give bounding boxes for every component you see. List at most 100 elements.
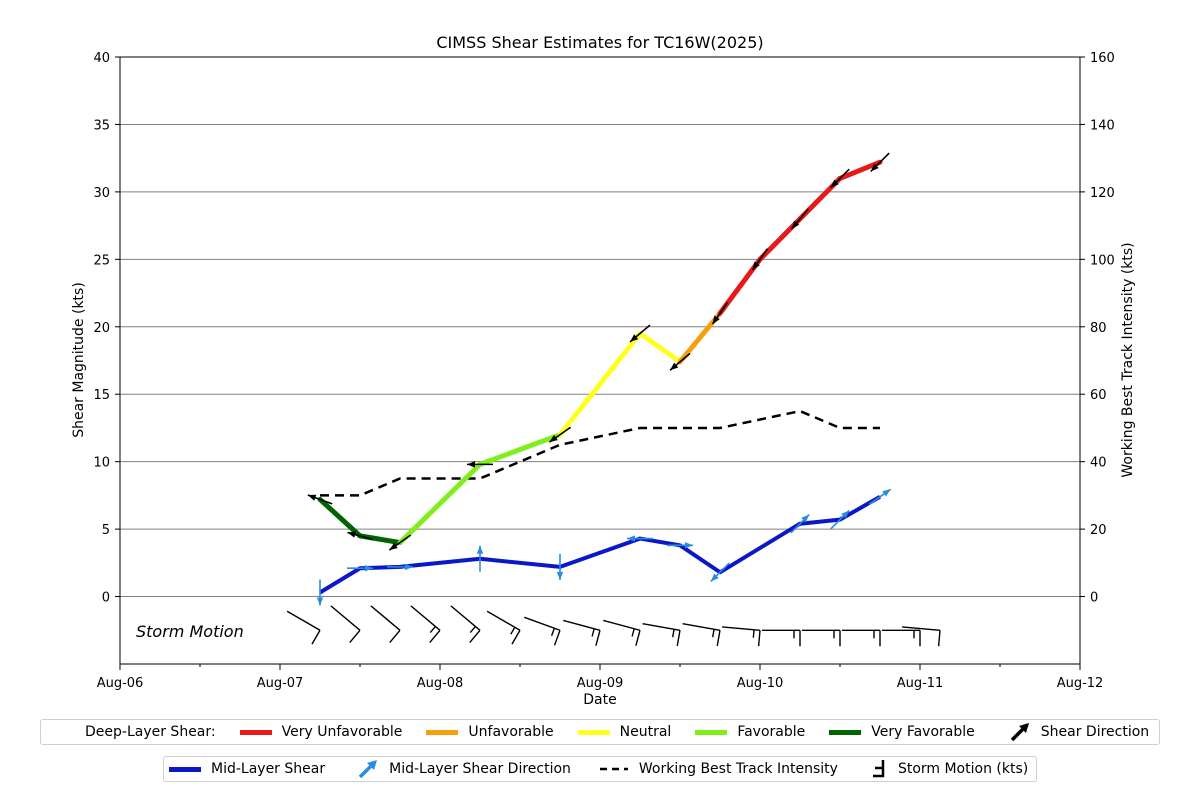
x-tick-label: Aug-10 bbox=[737, 676, 784, 691]
legend-item-very-unfavorable: Very Unfavorable bbox=[239, 724, 403, 740]
deep-layer-segment bbox=[317, 496, 363, 539]
storm-motion-barbs bbox=[286, 605, 941, 647]
intensity-series bbox=[320, 409, 880, 497]
axes: 0 5 10 15 20 25 30 35 40 0 20 40 60 80 100 120 140 160 Aug… bbox=[93, 51, 1114, 691]
mid-layer-arrow bbox=[387, 563, 413, 571]
deep-layer-segment bbox=[477, 432, 563, 467]
legend-item-mid-layer-shear: Mid-Layer Shear bbox=[169, 761, 325, 777]
wind-barb bbox=[370, 605, 401, 643]
legend-label: Neutral bbox=[619, 724, 672, 740]
x-tick-label: Aug-08 bbox=[417, 676, 464, 691]
mid-layer-arrow bbox=[868, 488, 892, 505]
wind-barb bbox=[642, 622, 681, 647]
legend-label: Very Favorable bbox=[871, 724, 975, 740]
wind-barb bbox=[882, 629, 921, 647]
legend-label: Mid-Layer Shear bbox=[211, 761, 326, 777]
y-tick-label-right: 0 bbox=[1090, 591, 1098, 606]
y-tick-label-right: 20 bbox=[1090, 523, 1107, 538]
y-tick-label-right: 80 bbox=[1090, 321, 1107, 336]
y-tick-label-right: 60 bbox=[1090, 388, 1107, 403]
deep-layer-arrow bbox=[791, 208, 809, 230]
wind-barb bbox=[563, 619, 601, 646]
mid-layer-arrow bbox=[627, 535, 653, 542]
legend-item-intensity: Working Best Track Intensity bbox=[599, 761, 838, 777]
y-tick-label-left: 20 bbox=[93, 321, 110, 336]
legend-label: Unfavorable bbox=[468, 724, 554, 740]
y-tick-label-left: 15 bbox=[93, 388, 110, 403]
intensity-line bbox=[320, 409, 880, 497]
wind-barb bbox=[802, 629, 841, 647]
deep-layer-arrow bbox=[388, 534, 412, 551]
deep-layer-arrow bbox=[307, 494, 333, 505]
y-tick-label-right: 140 bbox=[1090, 118, 1115, 133]
very-unfavorable-swatch bbox=[239, 729, 272, 735]
legend-label: Working Best Track Intensity bbox=[638, 761, 838, 777]
deep-layer-arrow bbox=[347, 531, 373, 540]
legend-label: Storm Motion (kts) bbox=[897, 761, 1029, 777]
storm-motion-label: Storm Motion bbox=[136, 622, 244, 641]
mid-layer-arrow bbox=[476, 545, 484, 572]
y-tick-label-left: 5 bbox=[102, 523, 110, 538]
y-tick-label-right: 100 bbox=[1090, 253, 1115, 268]
y-tick-label-left: 30 bbox=[93, 186, 110, 201]
deep-layer-arrow bbox=[870, 152, 890, 172]
mid-layer-line bbox=[318, 495, 881, 595]
x-axis-label: Date bbox=[583, 692, 616, 708]
deep-layer-segment bbox=[837, 159, 883, 181]
wind-barb bbox=[450, 605, 481, 643]
mid-layer-arrow bbox=[710, 562, 730, 583]
deep-layer-arrow bbox=[751, 248, 769, 271]
y-tick-label-left: 25 bbox=[93, 253, 110, 268]
wind-barb-icon bbox=[872, 760, 885, 778]
legend-label: Very Unfavorable bbox=[281, 724, 403, 740]
legend-item-storm-motion: Storm Motion (kts) bbox=[870, 758, 1028, 780]
deep-layer-shear-series bbox=[307, 152, 890, 551]
legend-mid-layer: Mid-Layer Shear Mid-Layer Shear Directio… bbox=[163, 756, 1037, 782]
wind-barb bbox=[330, 605, 361, 643]
chart-title: CIMSS Shear Estimates for TC16W(2025) bbox=[436, 33, 763, 52]
mid-layer-arrow bbox=[316, 579, 324, 606]
wind-barb bbox=[722, 626, 761, 647]
x-tick-label: Aug-11 bbox=[897, 676, 944, 691]
unfavorable-swatch bbox=[426, 729, 459, 735]
mid-layer-swatch bbox=[169, 766, 201, 772]
wind-barb bbox=[603, 619, 641, 646]
legend-label: Mid-Layer Shear Direction bbox=[389, 761, 571, 777]
wind-barb bbox=[762, 629, 801, 647]
grid-lines bbox=[120, 56, 1080, 598]
y-tick-label-left: 35 bbox=[93, 118, 110, 133]
wind-barb bbox=[902, 626, 941, 647]
y-tick-label-left: 10 bbox=[93, 456, 110, 471]
very-favorable-swatch bbox=[829, 729, 862, 735]
legend-label: Shear Direction bbox=[1040, 724, 1150, 740]
legend-item-shear-direction: Shear Direction bbox=[1009, 721, 1149, 743]
blue-arrow-icon bbox=[358, 760, 378, 779]
mid-layer-arrow bbox=[790, 513, 810, 534]
legend-item-unfavorable: Unfavorable bbox=[426, 724, 554, 740]
deep-layer-segment bbox=[397, 461, 483, 546]
legend-heading: Deep-Layer Shear: bbox=[85, 724, 216, 740]
wind-barb bbox=[486, 610, 521, 645]
legend-item-favorable: Favorable bbox=[695, 724, 805, 740]
x-tick-label: Aug-12 bbox=[1057, 676, 1104, 691]
wind-barb bbox=[524, 616, 561, 646]
legend-label: Favorable bbox=[737, 724, 806, 740]
black-arrow-icon bbox=[1010, 723, 1029, 742]
y-tick-label-right: 120 bbox=[1090, 186, 1115, 201]
y-tick-label-right: 160 bbox=[1090, 51, 1115, 66]
neutral-swatch bbox=[577, 729, 610, 735]
plot-frame bbox=[119, 56, 1081, 665]
mid-layer-arrow bbox=[830, 509, 850, 530]
mid-layer-arrow bbox=[347, 565, 373, 572]
legend-item-mid-layer-direction: Mid-Layer Shear Direction bbox=[357, 758, 571, 780]
deep-layer-segment bbox=[557, 331, 643, 438]
legend-deep-layer: Deep-Layer Shear: Very Unfavorable Unfav… bbox=[40, 719, 1160, 745]
favorable-swatch bbox=[695, 729, 728, 735]
mid-layer-arrow bbox=[556, 553, 564, 580]
deep-layer-arrow bbox=[711, 302, 729, 325]
legend-item-neutral: Neutral bbox=[577, 724, 672, 740]
dashed-line-icon bbox=[599, 767, 628, 771]
wind-barb bbox=[842, 629, 881, 647]
y-axis-label-right: Working Best Track Intensity (kts) bbox=[1120, 242, 1136, 477]
